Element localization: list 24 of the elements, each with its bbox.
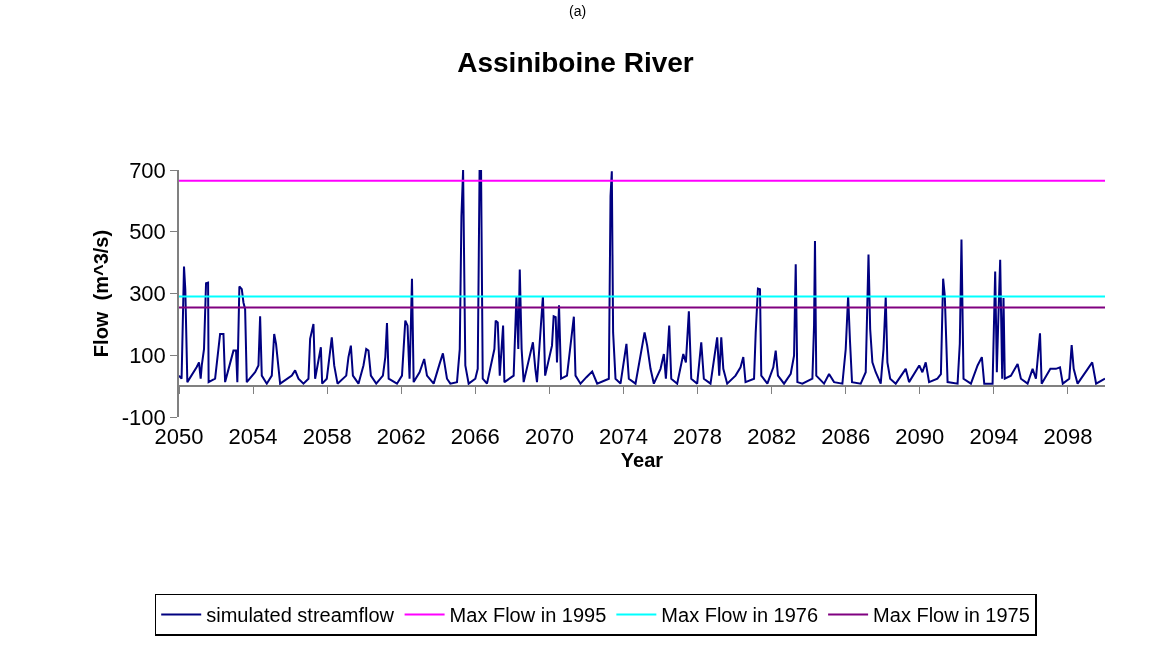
x-tick-label: 2090: [895, 424, 945, 450]
x-axis-title: Year: [620, 449, 664, 472]
y-axis-title: Flow (m^3/s): [89, 229, 112, 358]
x-tick-label: 2082: [747, 424, 797, 450]
x-tick-label: 2070: [524, 424, 574, 450]
x-tick-label: 2098: [1043, 424, 1093, 450]
legend-label: simulated streamflow: [206, 604, 395, 627]
x-tick-label: 2066: [450, 424, 500, 450]
legend-label: Max Flow in 1975: [873, 604, 1030, 627]
x-tick-label: 2074: [599, 424, 648, 450]
y-tick-label: 100: [129, 342, 166, 368]
y-tick-label: 500: [129, 219, 166, 245]
x-tick-label: 2086: [821, 424, 871, 450]
text: (a): [569, 3, 587, 19]
x-tick-label: 2078: [673, 424, 723, 450]
x-tick-label: 2054: [228, 424, 278, 450]
chart-title: Assiniboine River: [457, 46, 694, 78]
y-tick-label: 300: [129, 281, 166, 307]
x-tick-label: 2062: [376, 424, 426, 450]
x-tick-label: 2058: [302, 424, 352, 450]
y-tick-label: 700: [129, 157, 166, 183]
legend-label: Max Flow in 1976: [661, 604, 819, 627]
x-tick-label: 2094: [969, 424, 1019, 450]
legend-label: Max Flow in 1995: [449, 604, 607, 627]
